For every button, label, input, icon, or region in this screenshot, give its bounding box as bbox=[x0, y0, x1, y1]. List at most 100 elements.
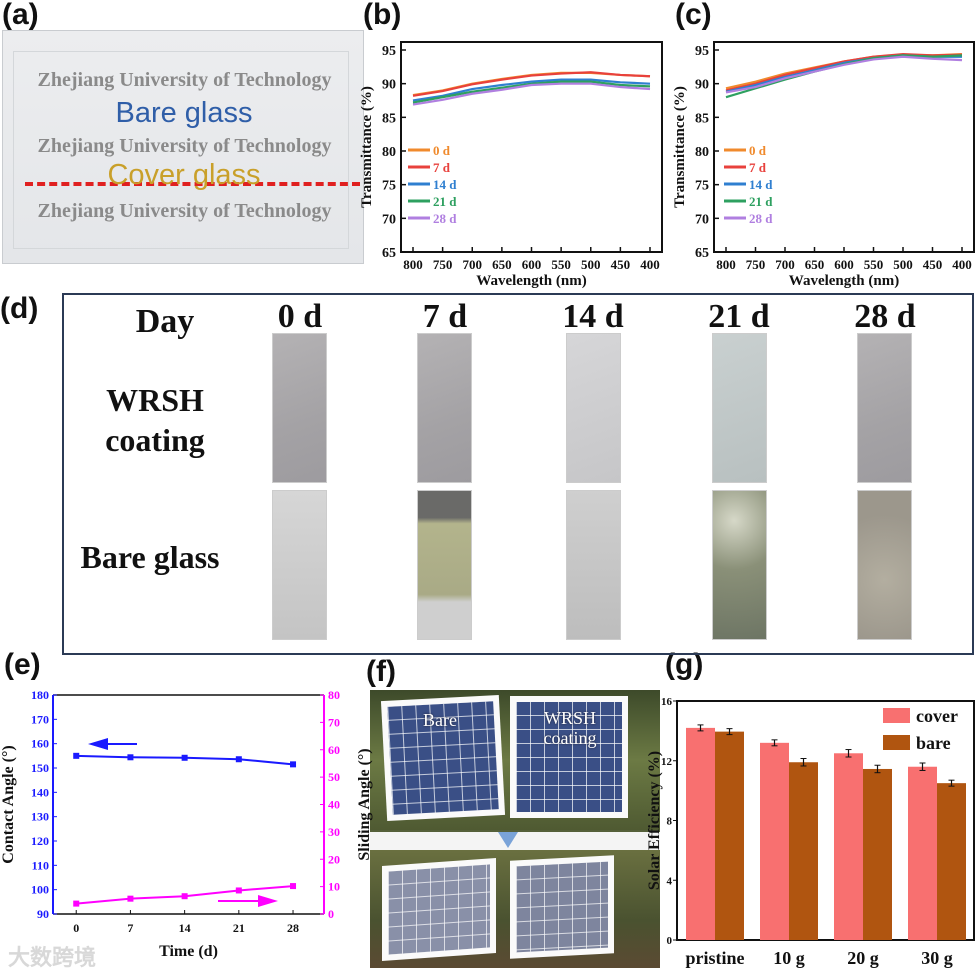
y-tick-label-e: 100 bbox=[31, 883, 49, 897]
y-tick-label-g: 4 bbox=[667, 875, 673, 887]
y-tick-label-e: 150 bbox=[31, 761, 49, 775]
down-arrow-icon bbox=[498, 832, 518, 848]
x-tick-label-g: 30 g bbox=[921, 948, 953, 968]
legend-label-c-1: 7 d bbox=[749, 160, 767, 175]
panel-label-a: (a) bbox=[2, 0, 39, 31]
y-tick-label-b: 70 bbox=[382, 212, 396, 227]
legend-label-b-4: 28 d bbox=[433, 211, 457, 226]
y-tick-label-c: 75 bbox=[695, 179, 709, 194]
y-tick-label-e: 170 bbox=[31, 712, 49, 726]
glass-photo: Zhejiang University of Technology Bare g… bbox=[2, 30, 364, 264]
x-tick-label-b: 450 bbox=[611, 257, 631, 272]
bar-cover bbox=[834, 753, 863, 940]
data-point-e-1 bbox=[73, 900, 80, 907]
y-tick-label-g: 12 bbox=[661, 756, 673, 768]
x-tick-label-b: 400 bbox=[640, 257, 660, 272]
x-tick-label-g: pristine bbox=[685, 948, 744, 968]
coated-slide-21d bbox=[712, 333, 767, 483]
bar-bare bbox=[863, 768, 892, 940]
series-line-b-4 bbox=[412, 82, 651, 106]
coated-slide-28d bbox=[857, 333, 912, 483]
bare-slide-7d bbox=[417, 490, 472, 640]
x-tick-label-e: 0 bbox=[73, 921, 79, 935]
legend-label-c-4: 28 d bbox=[749, 211, 773, 226]
arrow-right-head-icon bbox=[258, 895, 278, 907]
y2-tick-label-e: 30 bbox=[328, 825, 340, 839]
coated-solar-panel-before bbox=[510, 696, 628, 818]
x-tick-label-c: 600 bbox=[834, 257, 854, 272]
y-tick-label-c: 80 bbox=[695, 145, 709, 160]
bare-slide-14d bbox=[566, 490, 621, 640]
y2-tick-label-e: 10 bbox=[328, 880, 340, 894]
data-point-e-1 bbox=[127, 895, 134, 902]
bare-slide-0d bbox=[272, 490, 327, 640]
y-tick-label-c: 70 bbox=[695, 212, 709, 227]
y2-tick-label-e: 0 bbox=[328, 907, 334, 921]
y2-tick-label-e: 40 bbox=[328, 798, 340, 812]
university-text-bottom: Zhejiang University of Technology bbox=[37, 200, 332, 222]
data-point-e-0 bbox=[290, 761, 297, 768]
x-tick-label-b: 600 bbox=[522, 257, 542, 272]
legend-label-b-2: 14 d bbox=[433, 177, 457, 192]
y-tick-label-e: 90 bbox=[37, 907, 49, 921]
bare-panel-label: Bare bbox=[423, 710, 457, 730]
y-tick-label-g: 8 bbox=[667, 816, 673, 828]
watermark: 大数跨境 bbox=[8, 946, 97, 971]
bar-cover bbox=[760, 742, 789, 940]
legend-label-g-1: bare bbox=[916, 733, 951, 753]
day-header: Day bbox=[135, 303, 195, 340]
x-tick-label-b: 650 bbox=[492, 257, 512, 272]
legend-swatch-g-1 bbox=[883, 735, 910, 750]
coated-slide-7d bbox=[417, 333, 472, 483]
coated-slide-14d bbox=[566, 333, 621, 483]
y2-tick-label-e: 60 bbox=[328, 743, 340, 757]
bar-cover bbox=[686, 727, 715, 940]
bare-slide-21d bbox=[712, 490, 767, 640]
arrow-left-head-icon bbox=[88, 738, 108, 750]
y-tick-label-b: 90 bbox=[382, 78, 396, 93]
aging-photo-grid bbox=[62, 293, 974, 655]
series-line-b-3 bbox=[412, 80, 651, 104]
x-tick-label-e: 28 bbox=[287, 921, 299, 935]
y-tick-label-e: 110 bbox=[32, 858, 49, 872]
coated-slide-0d bbox=[272, 333, 327, 483]
series-line-b-1 bbox=[412, 71, 651, 97]
x-tick-label-c: 650 bbox=[805, 257, 825, 272]
x-tick-label-c: 400 bbox=[952, 257, 972, 272]
x-tick-label-c: 500 bbox=[893, 257, 913, 272]
bar-cover bbox=[908, 766, 937, 940]
x-tick-label-b: 550 bbox=[551, 257, 571, 272]
x-tick-label-e: 14 bbox=[179, 921, 191, 935]
y-tick-label-e: 130 bbox=[31, 810, 49, 824]
day-14-header: 14 d bbox=[562, 298, 624, 335]
y2-tick-label-e: 80 bbox=[328, 688, 340, 702]
series-line-b-2 bbox=[412, 78, 651, 102]
x-tick-label-g: 20 g bbox=[847, 948, 879, 968]
y-tick-label-b: 75 bbox=[382, 179, 396, 194]
y-tick-label-c: 85 bbox=[695, 111, 709, 126]
x-tick-label-c: 450 bbox=[923, 257, 943, 272]
y-tick-label-e: 160 bbox=[31, 737, 49, 751]
y-tick-label-c: 90 bbox=[695, 78, 709, 93]
x-tick-label-b: 500 bbox=[581, 257, 601, 272]
y-tick-label-e: 140 bbox=[31, 785, 49, 799]
bar-bare bbox=[937, 783, 966, 940]
y-axis-label-c: Transmittance (%) bbox=[672, 86, 688, 208]
legend-label-c-3: 21 d bbox=[749, 194, 773, 209]
panel-label-f: (f) bbox=[366, 655, 396, 688]
y-tick-label-e: 120 bbox=[31, 834, 49, 848]
y-tick-label-c: 95 bbox=[695, 44, 709, 59]
row-label-coating: WRSH coating bbox=[105, 382, 205, 458]
y-axis-label-g: Solar Efficiency (%) bbox=[646, 751, 663, 890]
y2-tick-label-e: 20 bbox=[328, 852, 340, 866]
data-point-e-1 bbox=[290, 883, 297, 890]
university-text-top: Zhejiang University of Technology bbox=[37, 69, 332, 91]
panel-label-d: (d) bbox=[0, 292, 39, 325]
x-tick-label-c: 750 bbox=[746, 257, 766, 272]
series-line-c-1 bbox=[725, 52, 963, 92]
y2-axis-label-e: Sliding Angle (°) bbox=[356, 748, 373, 860]
cover-glass-text: Cover glass bbox=[107, 159, 261, 191]
row-label-bare: Bare glass bbox=[80, 539, 220, 575]
y-tick-label-g: 0 bbox=[667, 935, 673, 947]
